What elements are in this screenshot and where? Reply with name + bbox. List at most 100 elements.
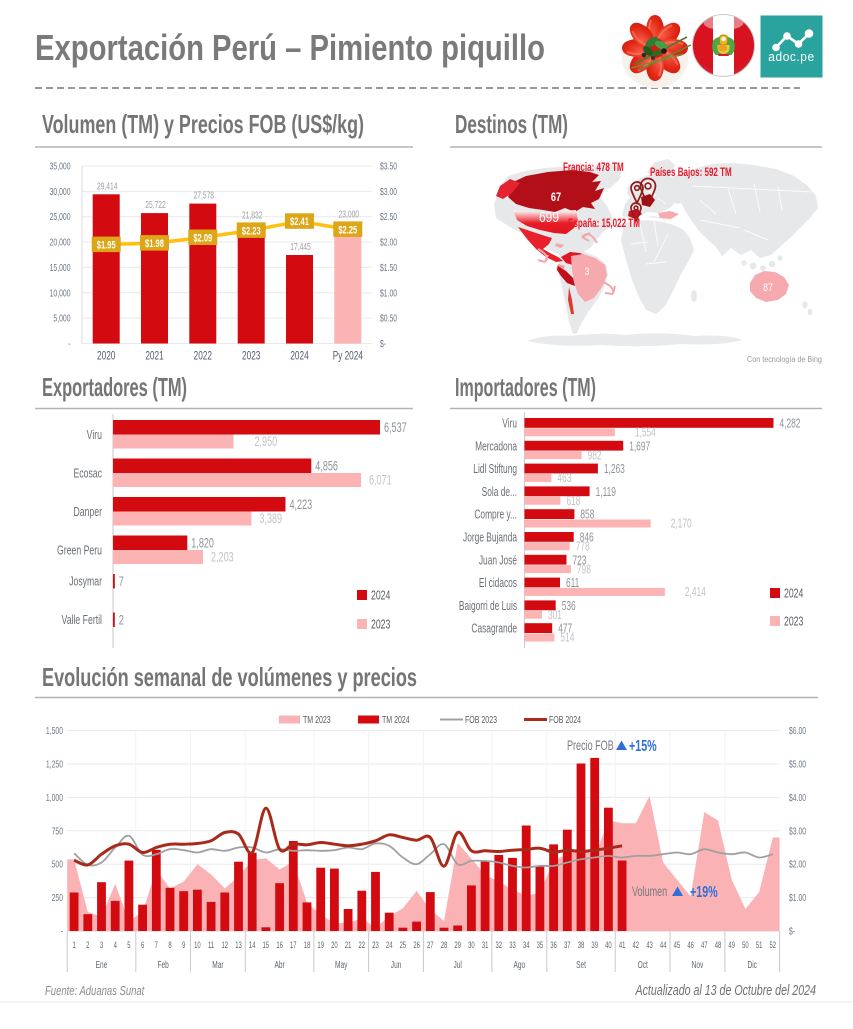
svg-text:$1.95: $1.95 — [97, 239, 116, 251]
svg-text:21: 21 — [345, 940, 352, 951]
svg-text:2023: 2023 — [371, 618, 390, 632]
svg-text:25: 25 — [400, 940, 407, 951]
svg-text:2023: 2023 — [784, 615, 803, 629]
svg-text:Dic: Dic — [747, 959, 756, 971]
svg-text:18: 18 — [304, 940, 311, 951]
svg-text:23,000: 23,000 — [339, 208, 360, 220]
svg-text:7: 7 — [155, 940, 158, 951]
svg-text:33: 33 — [509, 940, 516, 951]
svg-text:2024: 2024 — [784, 587, 803, 601]
svg-text:24: 24 — [386, 940, 393, 951]
svg-text:2021: 2021 — [145, 350, 163, 363]
svg-text:$1.00: $1.00 — [380, 287, 397, 299]
svg-text:3,389: 3,389 — [259, 512, 282, 526]
svg-text:Volumen: Volumen — [632, 885, 667, 899]
svg-text:FOB 2024: FOB 2024 — [549, 714, 581, 726]
svg-text:16: 16 — [276, 940, 283, 951]
svg-text:2,170: 2,170 — [671, 517, 692, 531]
svg-text:Feb: Feb — [157, 959, 169, 971]
svg-text:2: 2 — [86, 940, 89, 951]
svg-text:1,119: 1,119 — [596, 485, 616, 499]
svg-text:43: 43 — [646, 940, 653, 951]
svg-text:Jun: Jun — [391, 959, 402, 971]
svg-text:Lidl Stiftung: Lidl Stiftung — [473, 463, 517, 477]
svg-text:Jul: Jul — [454, 959, 462, 971]
svg-text:Mar: Mar — [212, 959, 223, 971]
svg-text:618: 618 — [566, 494, 580, 508]
svg-text:46: 46 — [687, 940, 694, 951]
svg-text:23: 23 — [372, 940, 379, 951]
svg-text:30: 30 — [468, 940, 475, 951]
svg-text:2023: 2023 — [242, 350, 260, 363]
svg-text:1: 1 — [72, 940, 75, 951]
svg-text:8: 8 — [168, 940, 171, 951]
svg-text:798: 798 — [577, 563, 591, 577]
svg-text:2: 2 — [119, 614, 124, 628]
svg-text:Josymar: Josymar — [69, 575, 102, 589]
svg-text:25,722: 25,722 — [145, 199, 166, 211]
svg-text:536: 536 — [562, 599, 576, 613]
svg-text:Ecosac: Ecosac — [73, 467, 102, 481]
svg-text:5: 5 — [127, 940, 130, 951]
svg-text:38: 38 — [578, 940, 585, 951]
svg-text:Sola de...: Sola de... — [482, 485, 517, 499]
svg-text:10,000: 10,000 — [50, 287, 71, 299]
svg-text:Importadores (TM): Importadores (TM) — [455, 372, 596, 402]
svg-text:adoc.pe: adoc.pe — [768, 50, 814, 65]
svg-text:35: 35 — [537, 940, 544, 951]
svg-text:Mercadona: Mercadona — [475, 440, 517, 454]
svg-text:Py 2024: Py 2024 — [333, 350, 363, 363]
svg-text:36: 36 — [550, 940, 557, 951]
svg-text:España: 15,022 TM: España: 15,022 TM — [568, 218, 640, 231]
svg-text:Green Peru: Green Peru — [57, 544, 102, 558]
svg-text:21,832: 21,832 — [242, 209, 263, 221]
svg-text:FOB 2023: FOB 2023 — [465, 714, 497, 726]
svg-text:45: 45 — [674, 940, 681, 951]
svg-text:Abr: Abr — [274, 959, 284, 971]
svg-text:40: 40 — [605, 940, 612, 951]
svg-text:$2.00: $2.00 — [380, 236, 397, 248]
svg-text:$3.00: $3.00 — [789, 825, 806, 837]
svg-text:27,578: 27,578 — [194, 189, 215, 201]
svg-text:Francia: 478 TM: Francia: 478 TM — [563, 162, 624, 175]
svg-text:Valle Fertil: Valle Fertil — [62, 613, 102, 627]
svg-text:1,820: 1,820 — [191, 537, 214, 551]
svg-text:778: 778 — [576, 540, 590, 554]
svg-text:2,203: 2,203 — [211, 551, 234, 565]
svg-text:El cidacos: El cidacos — [479, 577, 517, 591]
svg-text:4,223: 4,223 — [290, 499, 313, 513]
svg-text:11: 11 — [208, 940, 214, 951]
svg-text:Oct: Oct — [638, 959, 649, 971]
svg-text:$3.00: $3.00 — [380, 186, 397, 198]
svg-text:9: 9 — [182, 940, 185, 951]
svg-text:Países Bajos: 592 TM: Países Bajos: 592 TM — [650, 167, 732, 180]
svg-text:Viru: Viru — [502, 417, 517, 431]
svg-text:1,250: 1,250 — [46, 758, 63, 770]
svg-text:6: 6 — [141, 940, 144, 951]
svg-text:-: - — [61, 925, 63, 937]
svg-text:28: 28 — [441, 940, 448, 951]
svg-text:1,697: 1,697 — [629, 440, 650, 454]
svg-text:34: 34 — [523, 940, 530, 951]
svg-text:723: 723 — [573, 554, 587, 568]
svg-text:39: 39 — [591, 940, 598, 951]
svg-text:12: 12 — [222, 940, 229, 951]
svg-text:477: 477 — [558, 622, 572, 636]
svg-text:20,000: 20,000 — [50, 236, 71, 248]
svg-text:5,000: 5,000 — [53, 312, 70, 324]
svg-text:51: 51 — [756, 940, 763, 951]
svg-text:52: 52 — [770, 940, 777, 951]
svg-text:13: 13 — [235, 940, 242, 951]
svg-text:42: 42 — [633, 940, 640, 951]
svg-text:Actualizado al 13 de Octubre d: Actualizado al 13 de Octubre del 2024 — [635, 981, 816, 998]
svg-text:47: 47 — [701, 940, 708, 951]
svg-text:29: 29 — [454, 940, 461, 951]
svg-text:41: 41 — [619, 940, 626, 951]
svg-text:4,856: 4,856 — [315, 460, 338, 474]
svg-text:14: 14 — [249, 940, 256, 951]
svg-text:+19%: +19% — [690, 883, 718, 901]
svg-text:500: 500 — [52, 858, 64, 870]
svg-text:2024: 2024 — [290, 350, 308, 363]
svg-text:22: 22 — [359, 940, 366, 951]
svg-text:44: 44 — [660, 940, 667, 951]
